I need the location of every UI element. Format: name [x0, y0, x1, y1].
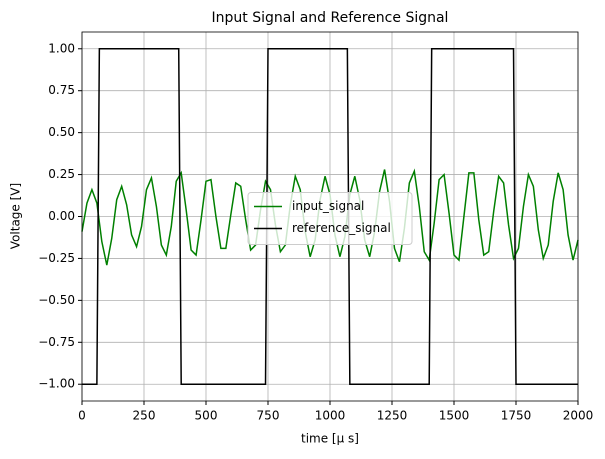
x-tick-label: 250: [133, 409, 156, 423]
y-tick-label: −1.00: [38, 377, 75, 391]
y-tick-label: −0.25: [38, 251, 75, 265]
x-tick-label: 1000: [315, 409, 346, 423]
x-tick-label: 2000: [563, 409, 594, 423]
x-tick-label: 1750: [501, 409, 532, 423]
plot-frame: [81, 31, 579, 402]
x-tick-label: 750: [257, 409, 280, 423]
y-axis-label: Voltage [V]: [9, 183, 23, 249]
x-tick-label: 0: [78, 409, 86, 423]
y-tick-label: 0.00: [48, 209, 75, 223]
legend: input_signal reference_signal: [247, 192, 413, 245]
y-tick-label: 0.25: [48, 167, 75, 181]
x-tick-label: 1500: [439, 409, 470, 423]
legend-box: [247, 192, 413, 245]
y-tick-label: 0.50: [48, 125, 75, 139]
y-tick-label: −0.50: [38, 293, 75, 307]
x-tick-label: 1250: [377, 409, 408, 423]
x-tick-label: 500: [195, 409, 218, 423]
legend-label: input_signal: [292, 199, 364, 213]
y-tick-label: 1.00: [48, 41, 75, 55]
series-line: [82, 48, 578, 385]
x-axis-label: time [μ s]: [301, 432, 359, 446]
legend-label: reference_signal: [292, 221, 391, 235]
chart-title: Input Signal and Reference Signal: [212, 10, 449, 26]
y-tick-label: −0.75: [38, 335, 75, 349]
y-tick-label: 0.75: [48, 83, 75, 97]
